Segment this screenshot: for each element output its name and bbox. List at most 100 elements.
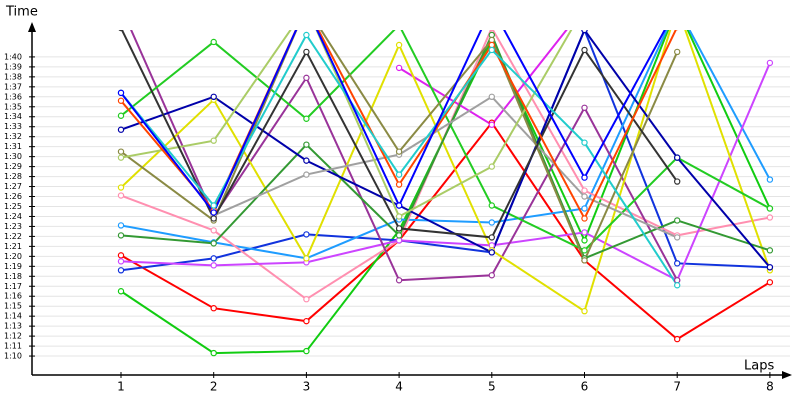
y-tick-label: 1:38 <box>4 72 22 81</box>
series-line <box>120 121 771 341</box>
y-tick-label: 1:40 <box>4 52 22 61</box>
data-point <box>117 267 125 274</box>
data-point <box>117 184 125 191</box>
data-point <box>766 279 774 286</box>
data-point <box>303 31 310 39</box>
data-point <box>674 48 681 56</box>
y-tick-label: 1:17 <box>4 282 22 291</box>
y-tick-label: 1:27 <box>4 182 22 191</box>
y-tick-label: 1:18 <box>4 272 22 281</box>
data-point <box>581 215 588 222</box>
x-axis-label: Laps <box>744 359 774 374</box>
data-point <box>766 214 774 221</box>
data-point <box>488 272 495 279</box>
data-point <box>117 89 125 97</box>
y-tick-label: 1:23 <box>4 222 22 231</box>
data-point <box>581 247 588 254</box>
data-point <box>395 277 403 284</box>
x-arrow <box>782 371 792 379</box>
data-point <box>488 93 495 101</box>
data-point <box>766 59 774 67</box>
data-point <box>395 232 403 239</box>
y-axis-label: Time <box>5 5 38 20</box>
data-point <box>117 252 125 259</box>
data-point <box>488 202 495 209</box>
data-point <box>118 30 124 32</box>
data-point <box>117 288 125 295</box>
y-tick-label: 1:26 <box>4 192 22 201</box>
data-point <box>117 222 125 229</box>
data-point <box>488 234 495 241</box>
data-point <box>395 202 403 209</box>
data-point <box>303 255 310 262</box>
data-point <box>303 317 310 325</box>
data-point <box>303 48 310 56</box>
x-tick-label: 2 <box>210 380 218 394</box>
series-line <box>120 62 771 282</box>
y-tick-label: 1:19 <box>4 262 22 271</box>
data-point <box>303 74 310 82</box>
series-line <box>120 30 770 272</box>
y-tick-label: 1:33 <box>4 122 22 131</box>
data-point <box>581 104 588 111</box>
y-tick-label: 1:35 <box>4 102 22 111</box>
x-tick-label: 7 <box>673 380 681 394</box>
data-point <box>581 30 588 34</box>
data-point <box>210 202 217 209</box>
data-point <box>303 231 310 238</box>
y-tick-label: 1:14 <box>4 312 22 321</box>
data-point <box>395 213 403 220</box>
data-point <box>303 115 310 122</box>
y-arrow <box>28 22 36 32</box>
data-point <box>395 148 403 155</box>
y-tick-label: 1:29 <box>4 162 22 171</box>
series-line <box>120 30 771 260</box>
data-point <box>117 192 125 199</box>
data-point <box>210 209 217 216</box>
data-point <box>117 154 125 161</box>
data-point <box>489 30 495 32</box>
data-point <box>210 215 217 222</box>
series-line <box>120 32 771 260</box>
data-point <box>488 121 495 128</box>
data-point <box>674 260 681 267</box>
y-tick-label: 1:32 <box>4 132 22 141</box>
data-point <box>303 171 310 178</box>
data-point <box>581 237 588 244</box>
data-point <box>766 176 774 183</box>
data-point <box>581 46 588 54</box>
data-point <box>674 282 681 289</box>
y-tick-label: 1:24 <box>4 212 22 221</box>
plot-area <box>117 30 774 357</box>
data-point <box>210 38 217 46</box>
data-point <box>581 139 588 146</box>
data-point <box>395 64 403 72</box>
y-tick-label: 1:34 <box>4 112 22 121</box>
y-tick-label: 1:22 <box>4 232 22 241</box>
data-point <box>210 262 217 269</box>
data-point <box>210 93 217 101</box>
data-point <box>210 255 217 262</box>
data-point <box>303 347 310 355</box>
data-point <box>395 225 403 232</box>
data-point <box>581 257 588 264</box>
y-tick-label: 1:36 <box>4 92 22 101</box>
y-tick-label: 1:37 <box>4 82 22 91</box>
data-point <box>581 193 588 200</box>
data-point <box>210 349 217 357</box>
data-point <box>581 205 588 212</box>
y-tick-label: 1:31 <box>4 142 22 151</box>
x-tick-label: 4 <box>395 380 403 394</box>
data-point <box>117 112 125 119</box>
data-point <box>581 187 588 194</box>
y-tick-label: 1:28 <box>4 172 22 181</box>
data-point <box>674 217 681 224</box>
y-tick-label: 1:11 <box>4 342 22 351</box>
data-point <box>488 163 495 170</box>
x-tick-label: 3 <box>303 380 311 394</box>
data-point <box>395 171 403 178</box>
y-tick-label: 1:10 <box>4 352 22 361</box>
data-point <box>117 148 125 155</box>
y-tick-label: 1:15 <box>4 302 22 311</box>
